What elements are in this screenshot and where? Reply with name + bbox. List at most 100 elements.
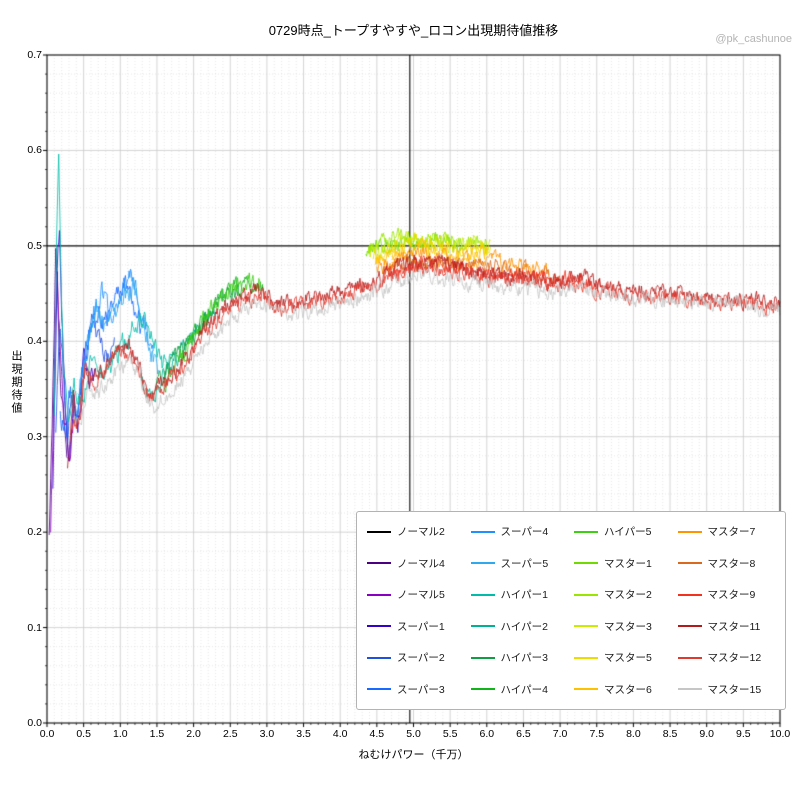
legend-entry: ノーマル5 xyxy=(367,587,465,602)
legend-entry: マスター15 xyxy=(677,682,776,697)
x-tick-label: 6.0 xyxy=(479,728,495,740)
legend-line-swatch xyxy=(367,530,391,533)
legend-line-swatch xyxy=(574,625,598,628)
x-tick-label: 0.5 xyxy=(76,728,91,740)
legend-label: マスター7 xyxy=(707,526,756,539)
legend-entry: スーパー4 xyxy=(470,524,569,539)
legend-label: スーパー5 xyxy=(500,557,549,570)
legend-line-swatch xyxy=(470,625,495,628)
y-tick-label: 0.3 xyxy=(27,430,42,443)
legend-entry: ノーマル2 xyxy=(367,524,465,539)
legend-label: ハイパー2 xyxy=(500,620,548,633)
legend-line-swatch xyxy=(574,530,598,533)
legend-label: ハイパー3 xyxy=(500,652,548,665)
y-tick-label: 0.2 xyxy=(27,526,42,539)
legend-entry: スーパー3 xyxy=(367,682,465,697)
x-tick-label: 8.0 xyxy=(626,728,641,740)
legend-label: スーパー2 xyxy=(397,652,445,665)
legend-label: ハイパー4 xyxy=(500,683,548,696)
x-tick-label: 1.5 xyxy=(149,728,165,740)
legend-entry: マスター6 xyxy=(574,682,672,697)
x-tick-label: 3.5 xyxy=(296,728,311,740)
legend-entry: マスター9 xyxy=(677,587,776,602)
legend-label: マスター6 xyxy=(604,683,652,696)
chart-title: 0729時点_トープすやすや_ロコン出現期待値推移 xyxy=(268,23,559,38)
legend-line-swatch xyxy=(470,593,495,596)
legend-line-swatch xyxy=(574,593,598,596)
x-tick-label: 4.0 xyxy=(332,728,348,740)
legend-label: ハイパー1 xyxy=(500,589,548,602)
legend-entry: ハイパー2 xyxy=(470,619,569,634)
x-tick-label: 8.5 xyxy=(662,728,678,740)
legend-label: マスター2 xyxy=(604,589,652,602)
x-tick-label: 5.0 xyxy=(406,728,421,740)
legend-entry: マスター3 xyxy=(574,619,672,634)
x-tick-label: 7.0 xyxy=(552,728,568,740)
legend-line-swatch xyxy=(677,656,702,659)
x-tick-label: 0.0 xyxy=(39,728,55,740)
legend-entry: スーパー5 xyxy=(470,556,569,571)
legend-line-swatch xyxy=(574,656,598,659)
legend: ノーマル2 ノーマル4 ノーマル5 スーパー1 スーパー2 スーパー3 スーパー4 スーパー5… xyxy=(356,511,786,710)
legend-entry: マスター8 xyxy=(677,556,776,571)
legend-line-swatch xyxy=(677,530,702,533)
legend-entry: ハイパー5 xyxy=(574,524,672,539)
legend-entry: マスター12 xyxy=(677,650,776,665)
x-tick-label: 1.0 xyxy=(112,728,128,740)
legend-line-swatch xyxy=(677,593,702,596)
x-tick-label: 9.5 xyxy=(736,728,751,740)
legend-label: マスター5 xyxy=(604,652,652,665)
legend-entry: マスター2 xyxy=(574,587,672,602)
x-tick-label: 5.5 xyxy=(442,728,458,740)
legend-label: ノーマル4 xyxy=(397,557,445,570)
legend-line-swatch xyxy=(677,562,702,565)
legend-entry: スーパー1 xyxy=(367,619,465,634)
x-tick-label: 7.5 xyxy=(589,728,605,740)
legend-line-swatch xyxy=(367,656,391,659)
legend-line-swatch xyxy=(367,593,391,596)
legend-line-swatch xyxy=(470,562,495,565)
legend-label: マスター15 xyxy=(707,683,762,696)
legend-label: マスター3 xyxy=(604,620,652,633)
legend-label: スーパー3 xyxy=(397,683,445,696)
legend-line-swatch xyxy=(367,688,391,691)
y-tick-label: 0.4 xyxy=(27,335,42,348)
legend-line-swatch xyxy=(367,562,391,565)
legend-entry: マスター5 xyxy=(574,650,672,665)
legend-line-swatch xyxy=(470,656,495,659)
x-tick-label: 9.0 xyxy=(699,728,714,740)
x-tick-label: 6.5 xyxy=(516,728,531,740)
x-axis-label: ねむけパワー（千万） xyxy=(358,749,469,761)
legend-label: スーパー4 xyxy=(500,526,549,539)
legend-line-swatch xyxy=(677,688,702,691)
x-tick-label: 3.0 xyxy=(259,728,275,740)
y-tick-label: 0.1 xyxy=(27,621,42,634)
y-tick-label: 0.6 xyxy=(27,144,42,157)
x-tick-label: 2.0 xyxy=(186,728,201,740)
legend-entry: ハイパー3 xyxy=(470,650,569,665)
legend-line-swatch xyxy=(470,688,495,691)
legend-line-swatch xyxy=(367,625,391,628)
legend-line-swatch xyxy=(470,530,495,533)
legend-label: マスター1 xyxy=(604,557,652,570)
legend-label: スーパー1 xyxy=(397,620,445,633)
y-tick-label: 0.0 xyxy=(27,717,42,729)
legend-entry: マスター11 xyxy=(677,619,776,634)
y-tick-label: 0.7 xyxy=(27,49,42,61)
legend-line-swatch xyxy=(574,688,598,691)
legend-entry: マスター7 xyxy=(677,524,776,539)
legend-entry: ノーマル4 xyxy=(367,556,465,571)
legend-entry: マスター1 xyxy=(574,556,672,571)
x-tick-label: 2.5 xyxy=(222,728,238,740)
legend-label: マスター11 xyxy=(707,620,761,633)
legend-label: ハイパー5 xyxy=(604,526,652,539)
x-tick-label: 4.5 xyxy=(369,728,385,740)
x-tick-label: 10.0 xyxy=(769,728,791,740)
legend-entry: スーパー2 xyxy=(367,650,465,665)
legend-label: マスター9 xyxy=(707,589,756,602)
legend-label: マスター12 xyxy=(707,652,762,665)
watermark: @pk_cashunoe xyxy=(715,33,792,45)
legend-label: マスター8 xyxy=(707,557,756,570)
legend-entry: ハイパー4 xyxy=(470,682,569,697)
